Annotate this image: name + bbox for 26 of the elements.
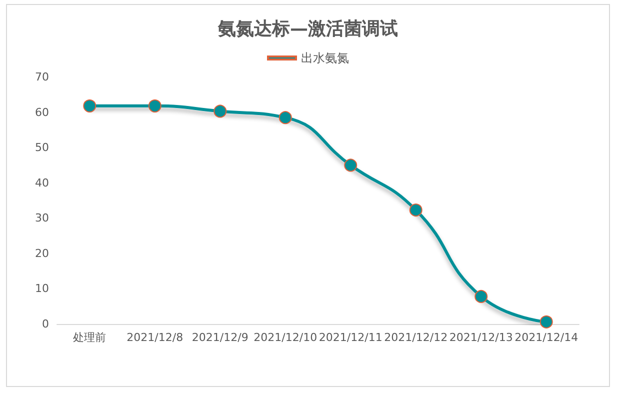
point xyxy=(344,158,358,172)
x-tick-label: 2021/12/11 xyxy=(318,331,382,344)
x-tick-label: 2021/12/12 xyxy=(384,331,448,344)
y-tick-label: 20 xyxy=(35,246,49,260)
y-tick-label: 30 xyxy=(35,212,49,225)
point xyxy=(83,99,96,112)
x-tick-label: 2021/12/8 xyxy=(126,331,184,344)
point xyxy=(540,315,553,328)
x-tick-label: 2021/12/9 xyxy=(192,331,248,344)
y-tick-label: 10 xyxy=(35,282,49,296)
point xyxy=(474,290,488,303)
point xyxy=(409,204,422,217)
y-tick-label: 0 xyxy=(42,318,49,330)
x-tick-label: 2021/12/10 xyxy=(254,331,318,344)
legend-label: 出水氨氮 xyxy=(301,51,349,65)
x-tick-label: 2021/12/14 xyxy=(514,331,578,344)
y-tick-label: 60 xyxy=(35,106,49,119)
y-tick-label: 40 xyxy=(35,176,49,190)
point xyxy=(214,104,227,118)
y-tick-label: 70 xyxy=(35,70,49,84)
x-tick-label: 2021/12/13 xyxy=(449,331,513,344)
point xyxy=(148,99,162,112)
y-tick-label: 50 xyxy=(35,141,49,154)
x-tick-label: 处理前 xyxy=(73,331,106,344)
point xyxy=(278,111,292,124)
chart-title: 氨氮达标—激活菌调试 xyxy=(217,18,398,40)
